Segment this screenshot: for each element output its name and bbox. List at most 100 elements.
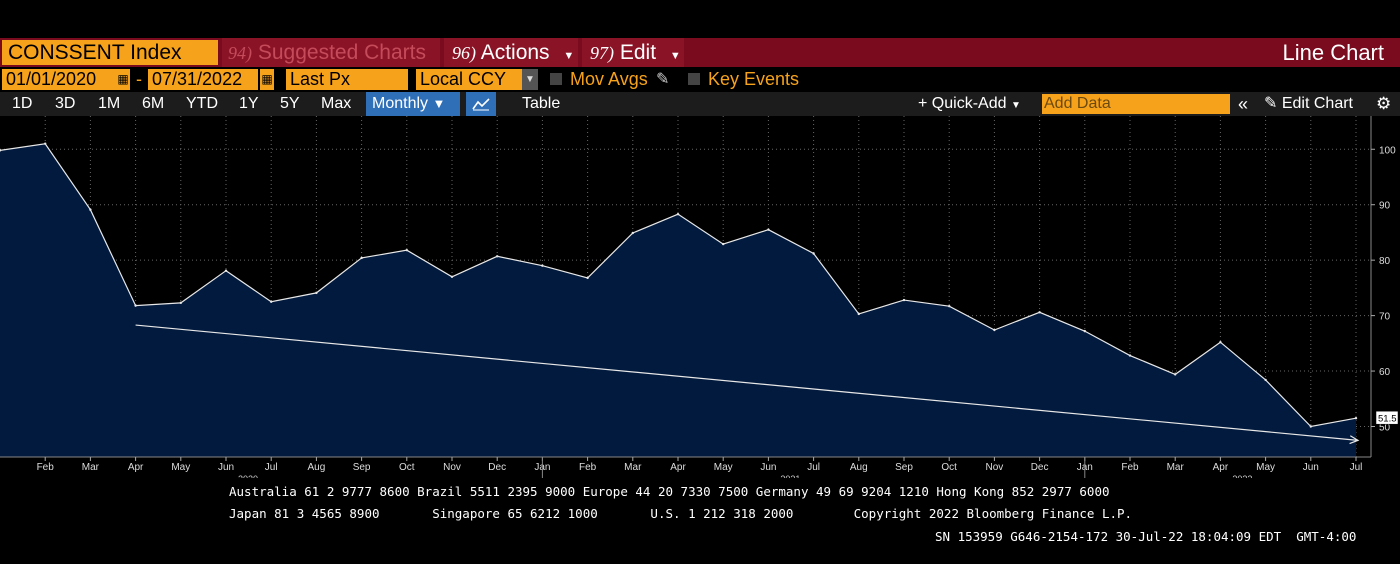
key-events-checkbox[interactable] bbox=[688, 73, 700, 85]
trendline-arrow-icon bbox=[1349, 435, 1360, 445]
table-view-button[interactable]: Table bbox=[522, 95, 561, 112]
suggested-charts-label: Suggested Charts bbox=[257, 41, 426, 64]
period-1d-button[interactable]: 1D bbox=[12, 95, 33, 112]
period-ytd-button[interactable]: YTD bbox=[186, 95, 218, 112]
dropdown-caret-icon: ▼ bbox=[669, 50, 681, 62]
x-tick-label: Sep bbox=[353, 462, 371, 473]
data-point bbox=[631, 231, 634, 235]
x-tick-label: Apr bbox=[1213, 462, 1229, 473]
period-max-button[interactable]: Max bbox=[321, 95, 352, 112]
data-point bbox=[993, 328, 996, 332]
edit-chart-button[interactable]: ✎ Edit Chart bbox=[1264, 92, 1353, 116]
pencil-icon[interactable]: ✎ bbox=[656, 71, 670, 88]
data-point bbox=[1083, 329, 1087, 333]
y-tick-label: 80 bbox=[1379, 256, 1391, 267]
year-label: 2021 bbox=[780, 474, 800, 478]
data-point bbox=[1174, 373, 1177, 376]
last-value-badge bbox=[1375, 410, 1399, 425]
x-tick-label: Mar bbox=[1167, 462, 1185, 473]
period-3d-button[interactable]: 3D bbox=[55, 95, 76, 112]
x-tick-label: Feb bbox=[1121, 462, 1139, 473]
x-tick-label: Jul bbox=[265, 462, 278, 473]
data-point bbox=[541, 264, 544, 267]
suggested-charts-menu[interactable]: 94) Suggested Charts bbox=[222, 38, 440, 67]
x-tick-label: Apr bbox=[670, 462, 686, 473]
period-5y-button[interactable]: 5Y bbox=[280, 95, 300, 112]
chevron-down-icon: ▼ bbox=[1010, 100, 1021, 111]
line-chart-icon[interactable] bbox=[466, 92, 496, 116]
data-point bbox=[405, 248, 408, 252]
x-tick-label: May bbox=[1256, 462, 1275, 473]
calendar-icon[interactable]: ▦ bbox=[260, 69, 274, 90]
footer-contacts-line1: Australia 61 2 9777 8600 Brazil 5511 239… bbox=[229, 484, 1110, 499]
data-point bbox=[179, 301, 182, 305]
x-tick-label: Dec bbox=[488, 462, 506, 473]
plus-icon: + bbox=[918, 95, 928, 112]
series-area bbox=[0, 143, 1356, 457]
x-tick-label: Dec bbox=[1031, 462, 1049, 473]
currency-select[interactable]: Local CCY bbox=[416, 69, 522, 90]
data-point bbox=[1038, 311, 1041, 314]
collapse-double-chevron-icon[interactable]: « bbox=[1238, 94, 1249, 114]
security-ticker-field[interactable]: CONSSENT Index bbox=[2, 40, 218, 65]
period-1m-button[interactable]: 1M bbox=[98, 95, 121, 112]
year-label: 2020 bbox=[238, 474, 258, 478]
x-tick-label: May bbox=[171, 462, 190, 473]
edit-label: Edit bbox=[619, 41, 657, 64]
start-date-input[interactable]: 01/01/2020 bbox=[2, 69, 116, 90]
calendar-icon[interactable]: ▦ bbox=[116, 69, 130, 90]
x-tick-label: Nov bbox=[986, 462, 1004, 473]
menu-number: 94) bbox=[228, 43, 252, 63]
end-date-input[interactable]: 07/31/2022 bbox=[148, 69, 258, 90]
footer-serial-line: SN 153959 G646-2154-172 30-Jul-22 18:04:… bbox=[935, 529, 1357, 544]
x-tick-label: Jun bbox=[218, 462, 234, 473]
gear-icon[interactable]: ⚙ bbox=[1376, 94, 1392, 113]
currency-dropdown-icon[interactable]: ▼ bbox=[522, 69, 538, 90]
data-point bbox=[0, 149, 2, 152]
y-tick-label: 50 bbox=[1379, 423, 1391, 434]
frequency-select[interactable]: Monthly ▼ bbox=[366, 92, 460, 116]
chevron-down-icon: ▼ bbox=[432, 96, 446, 111]
date-range-separator: - bbox=[136, 69, 142, 89]
data-point bbox=[360, 256, 363, 260]
data-point bbox=[1309, 425, 1313, 428]
price-field-select[interactable]: Last Px bbox=[286, 69, 408, 90]
add-data-input[interactable]: Add Data bbox=[1042, 94, 1230, 114]
y-tick-label: 90 bbox=[1379, 201, 1391, 212]
x-tick-label: Jun bbox=[760, 462, 776, 473]
data-point bbox=[450, 275, 454, 278]
x-tick-label: Mar bbox=[82, 462, 100, 473]
x-tick-label: Feb bbox=[579, 462, 597, 473]
x-tick-label: Apr bbox=[128, 462, 144, 473]
x-tick-label: Jul bbox=[807, 462, 820, 473]
edit-menu[interactable]: 97) Edit ▼ bbox=[582, 38, 684, 67]
mov-avgs-checkbox[interactable] bbox=[550, 73, 562, 85]
data-point bbox=[1219, 341, 1222, 344]
x-tick-label: Oct bbox=[399, 462, 415, 473]
data-point bbox=[89, 208, 92, 211]
key-events-label: Key Events bbox=[708, 69, 800, 89]
data-point bbox=[44, 142, 47, 145]
x-tick-label: Aug bbox=[308, 462, 326, 473]
quick-add-label: Quick-Add bbox=[931, 95, 1007, 112]
actions-menu[interactable]: 96) Actions ▼ bbox=[444, 38, 578, 67]
x-tick-label: Nov bbox=[443, 462, 461, 473]
x-tick-label: Sep bbox=[895, 462, 913, 473]
data-point bbox=[812, 252, 815, 255]
x-tick-label: Jun bbox=[1303, 462, 1319, 473]
period-6m-button[interactable]: 6M bbox=[142, 95, 165, 112]
frequency-label: Monthly bbox=[372, 95, 429, 112]
period-1y-button[interactable]: 1Y bbox=[239, 95, 259, 112]
pencil-icon: ✎ bbox=[1264, 95, 1278, 112]
menu-number: 96) bbox=[452, 43, 476, 63]
y-tick-label: 70 bbox=[1379, 312, 1391, 323]
data-point bbox=[676, 212, 680, 216]
data-point bbox=[767, 228, 770, 231]
x-tick-label: Mar bbox=[624, 462, 642, 473]
quick-add-button[interactable]: + Quick-Add ▼ bbox=[918, 92, 1021, 116]
year-label: 2022 bbox=[1232, 474, 1252, 478]
chart-type-title: Line Chart bbox=[1282, 40, 1384, 65]
line-chart: 50 60 70 80 90 100 51.5 Feb Mar Apr May Jun Jul Aug Se… bbox=[0, 116, 1399, 478]
edit-chart-label: Edit Chart bbox=[1281, 95, 1353, 112]
y-tick-label: 100 bbox=[1379, 145, 1396, 156]
